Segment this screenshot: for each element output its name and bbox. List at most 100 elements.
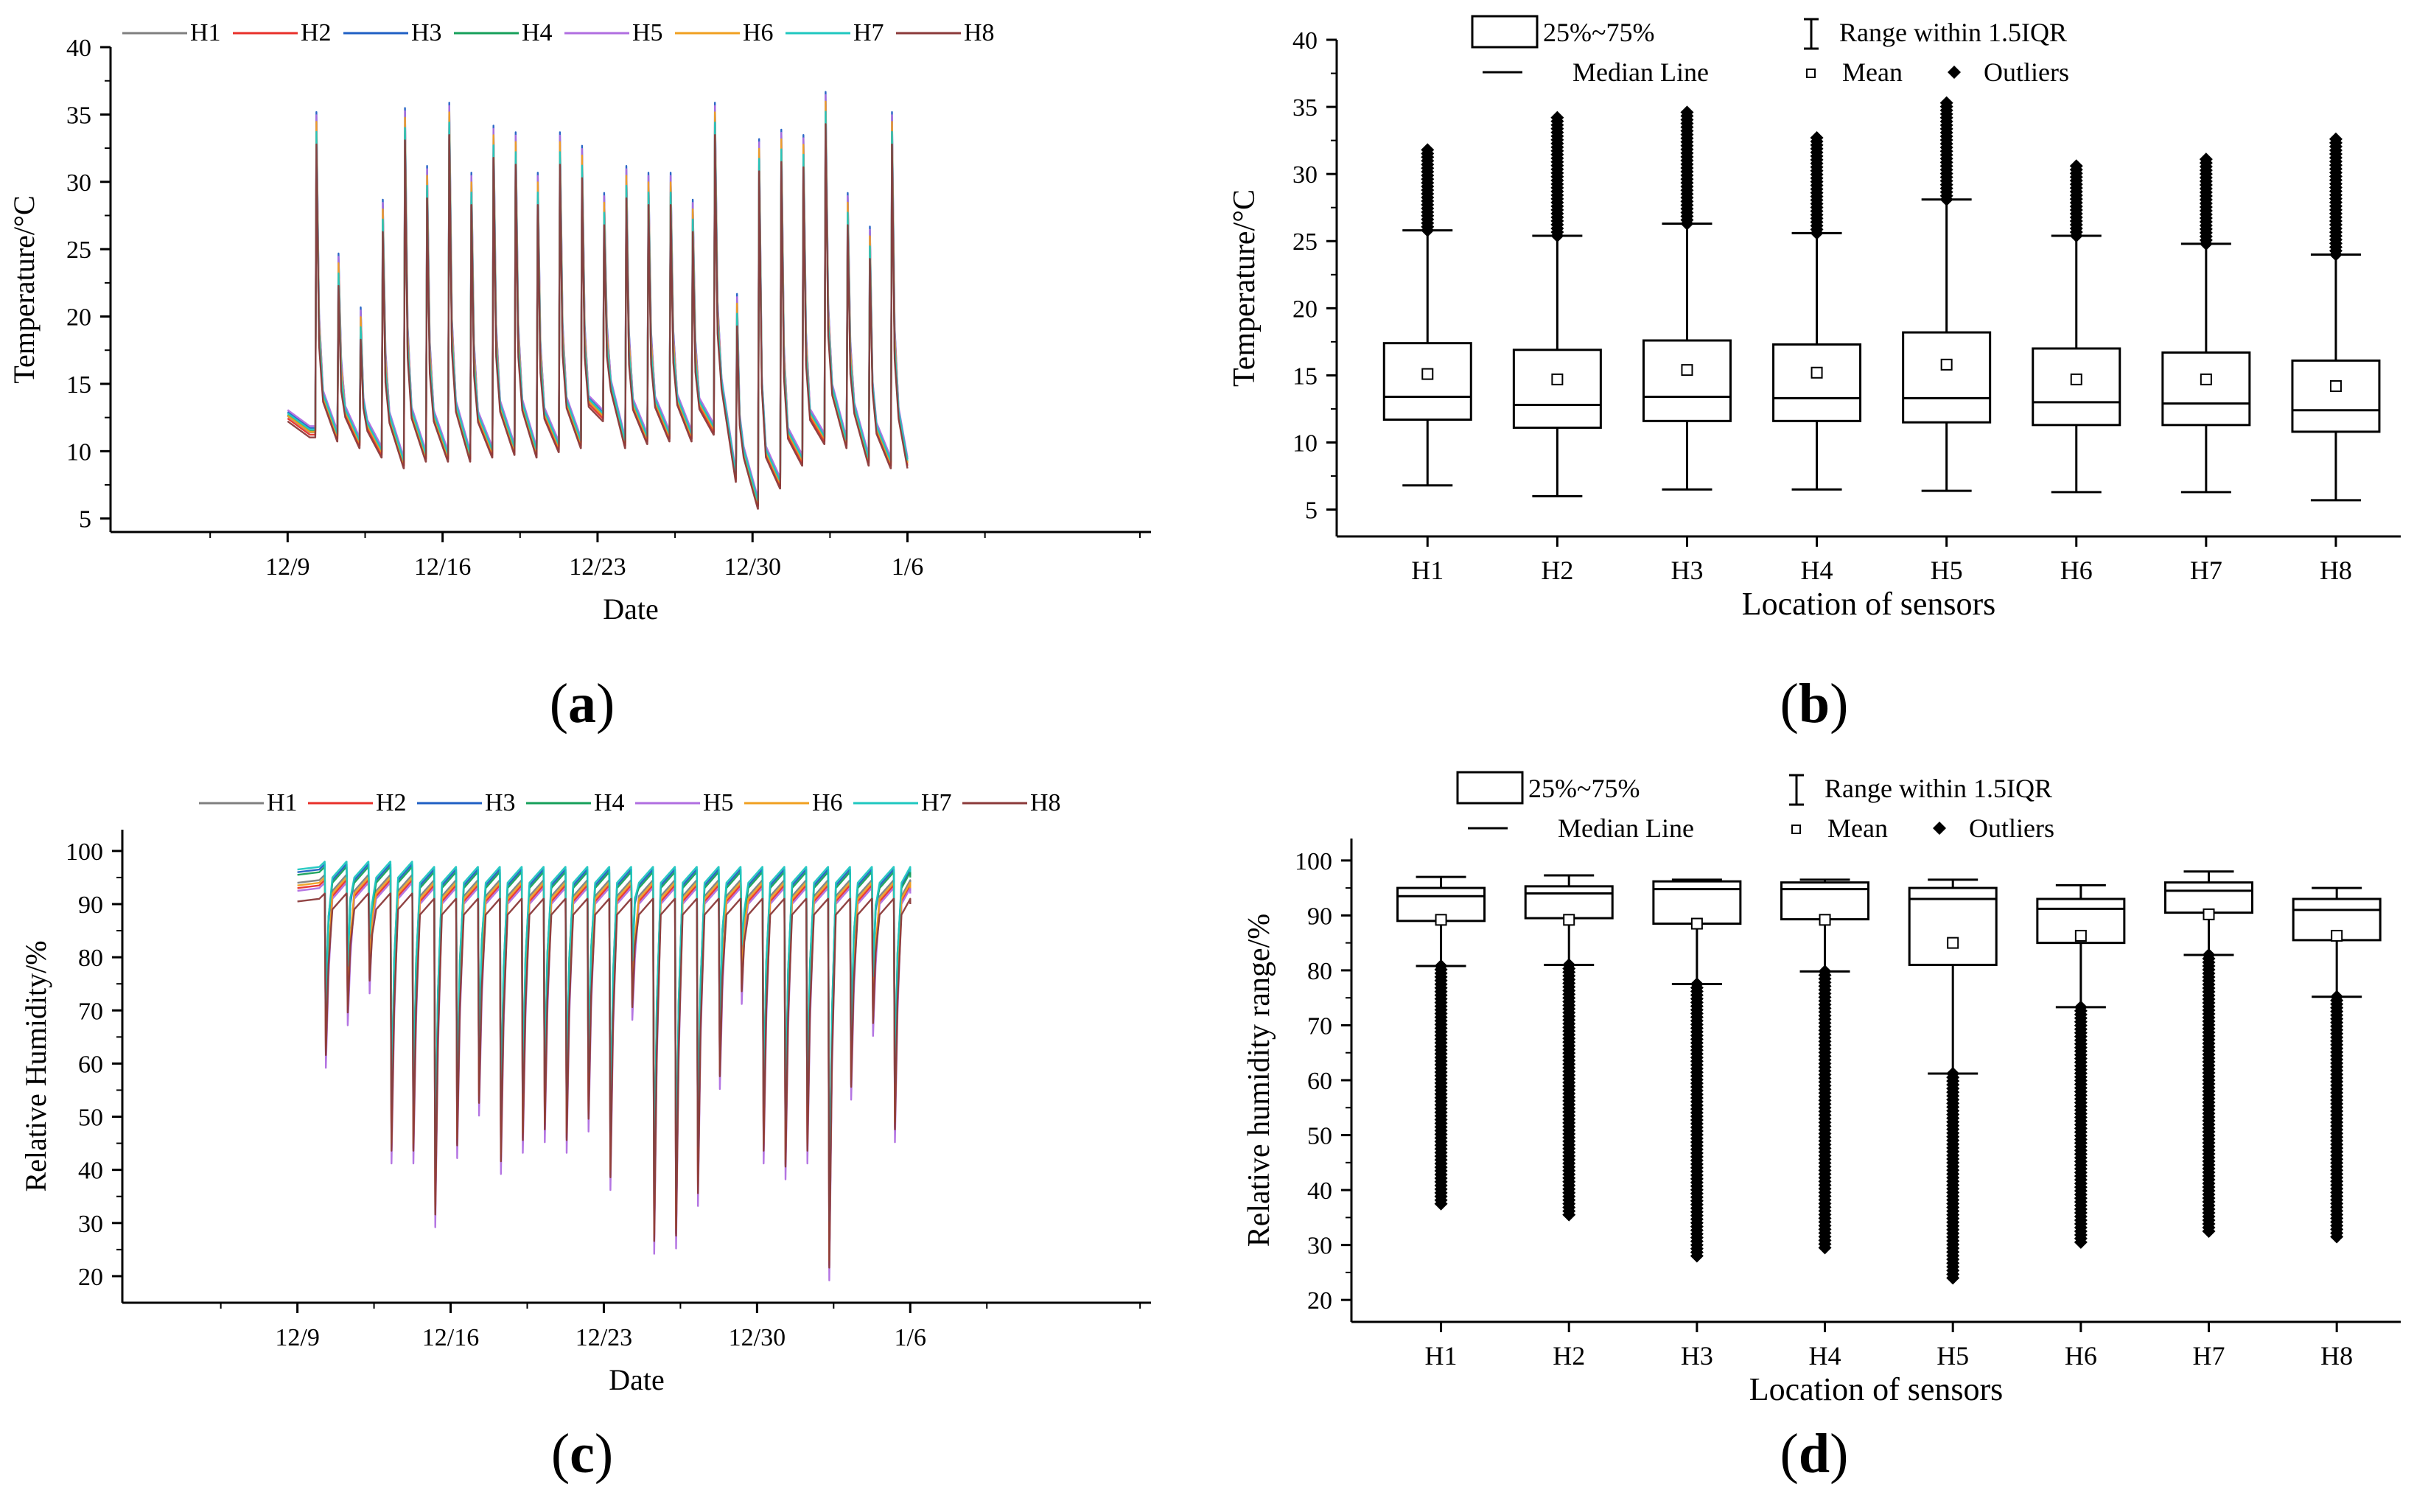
panel-label-c: (c) <box>550 1423 614 1485</box>
b-legend-whisker-label: Range within 1.5IQR <box>1839 18 2067 47</box>
b-box-H1 <box>1382 342 1472 421</box>
d-y-tick-label: 30 <box>1307 1233 1332 1260</box>
b-box-group-H6 <box>2032 159 2121 494</box>
panel-label-c-letter: c <box>570 1423 595 1485</box>
d-x-title: Location of sensors <box>1749 1371 2004 1407</box>
b-mean-H6 <box>2070 373 2082 385</box>
d-legend-whisker-label: Range within 1.5IQR <box>1825 774 2052 803</box>
d-legend-outlier-symbol <box>1933 822 1946 835</box>
b-outlier-marker <box>1810 130 1824 144</box>
a-series-line-H3 <box>287 91 909 500</box>
c-x-title: Date <box>609 1363 665 1396</box>
d-y-tick-label: 100 <box>1295 848 1332 875</box>
c-legend: H1 H2 H3 H4 H5 H6 H7 H8 <box>199 789 1061 816</box>
d-y-tick-label: 60 <box>1307 1068 1332 1095</box>
a-legend-label-H2: H2 <box>301 19 332 46</box>
c-x-tick-label: 12/9 <box>275 1324 319 1351</box>
d-x-tick-label: H3 <box>1681 1341 1713 1371</box>
a-legend-label-H5: H5 <box>632 19 663 46</box>
a-series-line-H5 <box>287 94 909 499</box>
d-x-tick-label: H8 <box>2320 1341 2353 1371</box>
b-y-tick-label: 15 <box>1292 363 1318 390</box>
b-y-tick-label: 5 <box>1305 497 1318 525</box>
a-legend-label-H7: H7 <box>853 19 884 46</box>
a-x-tick-label: 12/16 <box>414 553 471 581</box>
d-x-tick-label: H6 <box>2065 1341 2097 1371</box>
d-box-group-H5 <box>1908 878 1998 1285</box>
b-x-tick-label: H4 <box>1801 556 1833 585</box>
b-legend-outliers-label: Outliers <box>1984 57 2069 87</box>
d-box-group-H2 <box>1524 874 1614 1222</box>
b-x-tick-label: H1 <box>1411 556 1444 585</box>
c-x-tick-label: 12/16 <box>422 1324 479 1351</box>
a-y-tick-label: 40 <box>66 35 91 62</box>
c-series-line-H6 <box>297 876 912 1261</box>
chart-b-temperature-boxplot: 5 10 15 20 25 30 35 40 H1 H2 H3 H4 H5 H6 H7 H8 Location … <box>1228 15 2401 622</box>
c-y-tick-label: 60 <box>78 1051 103 1078</box>
d-legend-box-symbol <box>1456 771 1524 805</box>
a-y-title: Temperature/°C <box>7 195 41 383</box>
c-y-tick-label: 100 <box>66 839 103 866</box>
b-mean-H1 <box>1421 368 1434 380</box>
b-outlier-marker <box>1550 111 1564 125</box>
d-axes: 20 30 40 50 60 70 80 90 100 H1 H2 H3 H4 H5 H6 H7 H8 Locat… <box>1242 839 2401 1407</box>
c-y-tick-label: 40 <box>78 1158 103 1185</box>
a-x-tick-label: 1/6 <box>892 553 923 581</box>
c-legend-label-H1: H1 <box>267 789 298 816</box>
c-axes: 20 30 40 50 60 70 80 90 100 12/9 12/16 12/23 12/30 1/… <box>19 830 1151 1396</box>
d-mean-H7 <box>2203 908 2215 920</box>
c-y-tick-label: 90 <box>78 892 103 919</box>
d-boxes <box>1396 870 2382 1285</box>
c-y-tick-label: 70 <box>78 998 103 1025</box>
d-legend-mean-symbol <box>1791 825 1801 834</box>
b-outlier-marker <box>1680 105 1694 119</box>
a-series-group <box>287 91 909 510</box>
b-box-group-H1 <box>1382 143 1472 487</box>
c-legend-label-H7: H7 <box>921 789 952 816</box>
a-x-title: Date <box>603 592 659 626</box>
a-legend-label-H8: H8 <box>964 19 995 46</box>
b-legend-outlier-symbol <box>1948 66 1961 79</box>
c-series-line-H7 <box>297 861 912 1222</box>
a-legend-label-H3: H3 <box>411 19 442 46</box>
b-legend-mean-symbol <box>1806 69 1816 78</box>
d-box-group-H6 <box>2036 883 2126 1249</box>
panel-label-d-letter: d <box>1798 1423 1830 1485</box>
c-x-tick-label: 12/30 <box>729 1324 786 1351</box>
b-box-group-H7 <box>2161 153 2251 494</box>
b-y-tick-label: 30 <box>1292 161 1318 189</box>
b-outlier-marker <box>2329 132 2343 146</box>
b-legend-median-label: Median Line <box>1572 57 1709 87</box>
b-x-title: Location of sensors <box>1742 586 1996 622</box>
c-y-tick-label: 30 <box>78 1211 103 1238</box>
c-y-tick-label: 50 <box>78 1105 103 1132</box>
c-legend-label-H4: H4 <box>594 789 625 816</box>
a-x-tick-label: 12/9 <box>265 553 309 581</box>
a-y-tick-label: 20 <box>66 304 91 332</box>
b-legend-mean-label: Mean <box>1842 57 1903 87</box>
b-box-group-H5 <box>1902 96 1992 492</box>
b-y-tick-label: 35 <box>1292 94 1318 122</box>
d-y-tick-label: 40 <box>1307 1177 1332 1205</box>
d-mean-H3 <box>1690 917 1703 930</box>
d-box-group-H1 <box>1396 875 1486 1211</box>
b-mean-H7 <box>2200 373 2212 385</box>
chart-c-humidity-timeseries: 20 30 40 50 60 70 80 90 100 12/9 12/16 12/23 12/30 1/… <box>19 789 1151 1396</box>
c-series-line-H8 <box>297 892 912 1269</box>
b-box-H4 <box>1772 343 1862 422</box>
d-x-tick-label: H1 <box>1425 1341 1458 1371</box>
b-outlier-marker <box>1421 143 1435 157</box>
panel-label-a-letter: a <box>568 673 596 735</box>
d-legend: 25%~75% Range within 1.5IQR Median Line Mea… <box>1456 771 2054 843</box>
b-box-group-H2 <box>1512 111 1602 497</box>
b-legend: 25%~75% Range within 1.5IQR Median Line Mea… <box>1471 15 2069 87</box>
b-mean-H8 <box>2329 379 2342 392</box>
a-series-line-H7 <box>287 111 909 502</box>
b-mean-H3 <box>1681 364 1693 377</box>
d-box-group-H8 <box>2292 886 2382 1244</box>
b-box-H3 <box>1642 339 1732 422</box>
b-y-tick-label: 25 <box>1292 228 1318 256</box>
a-legend-label-H4: H4 <box>522 19 553 46</box>
c-x-tick-label: 1/6 <box>895 1324 926 1351</box>
